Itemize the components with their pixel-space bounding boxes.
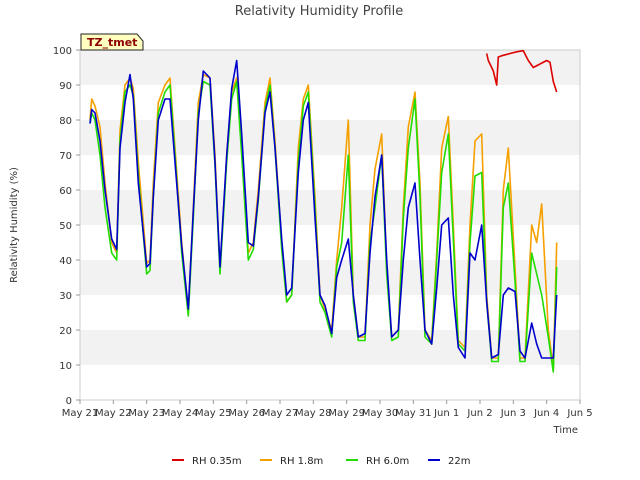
y-axis-title: Relativity Humidity (%) (9, 167, 20, 283)
y-tick-label: 60 (59, 186, 72, 197)
x-tick-label: May 21 (62, 408, 99, 419)
x-tick-label: May 24 (162, 408, 199, 419)
grid-band (80, 330, 580, 365)
series-lines (89, 49, 558, 373)
grid-band (80, 225, 580, 260)
x-axis-title: Time (553, 425, 578, 436)
background-bands (80, 50, 580, 400)
y-tick-label: 80 (59, 116, 72, 127)
y-tick-label: 30 (59, 291, 72, 302)
legend: RH 0.35m RH 1.8m RH 6.0m 22m (172, 456, 470, 467)
legend-label: 22m (448, 456, 470, 467)
x-tick-label: Jun 4 (533, 408, 559, 419)
grid-band (80, 155, 580, 190)
grid-band (80, 85, 580, 120)
y-tick-label: 20 (59, 326, 72, 337)
site-label-box: TZ_tmet (80, 33, 144, 51)
grid-band (80, 120, 580, 155)
x-tick-label: Jun 3 (500, 408, 526, 419)
x-tick-label: Jun 5 (566, 408, 592, 419)
series-line-22m (89, 59, 558, 359)
chart-title: Relativity Humidity Profile (235, 4, 403, 19)
x-tick-label: Jun 1 (433, 408, 459, 419)
y-axis-ticks: 0 10 20 30 40 50 60 70 80 90 100 (53, 46, 80, 407)
y-tick-label: 40 (59, 256, 72, 267)
x-tick-label: May 31 (395, 408, 432, 419)
x-tick-label: May 26 (228, 408, 265, 419)
x-tick-label: Jun 2 (466, 408, 492, 419)
y-tick-label: 90 (59, 81, 72, 92)
x-tick-label: May 27 (262, 408, 299, 419)
legend-label: RH 1.8m (280, 456, 323, 467)
x-tick-label: May 23 (128, 408, 165, 419)
y-tick-label: 0 (66, 396, 72, 407)
legend-label: RH 6.0m (366, 456, 409, 467)
legend-label: RH 0.35m (192, 456, 242, 467)
x-tick-label: May 22 (95, 408, 132, 419)
x-tick-label: May 28 (295, 408, 332, 419)
site-label: TZ_tmet (87, 36, 137, 49)
y-tick-label: 50 (59, 221, 72, 232)
grid-band (80, 365, 580, 400)
series-line-rh-0-35m (485, 49, 558, 93)
y-tick-label: 10 (59, 361, 72, 372)
x-tick-label: May 29 (328, 408, 365, 419)
grid-band (80, 190, 580, 225)
y-tick-label: 100 (53, 46, 72, 57)
x-tick-label: May 30 (362, 408, 399, 419)
grid-band (80, 260, 580, 295)
y-tick-label: 70 (59, 151, 72, 162)
x-tick-label: May 25 (195, 408, 232, 419)
